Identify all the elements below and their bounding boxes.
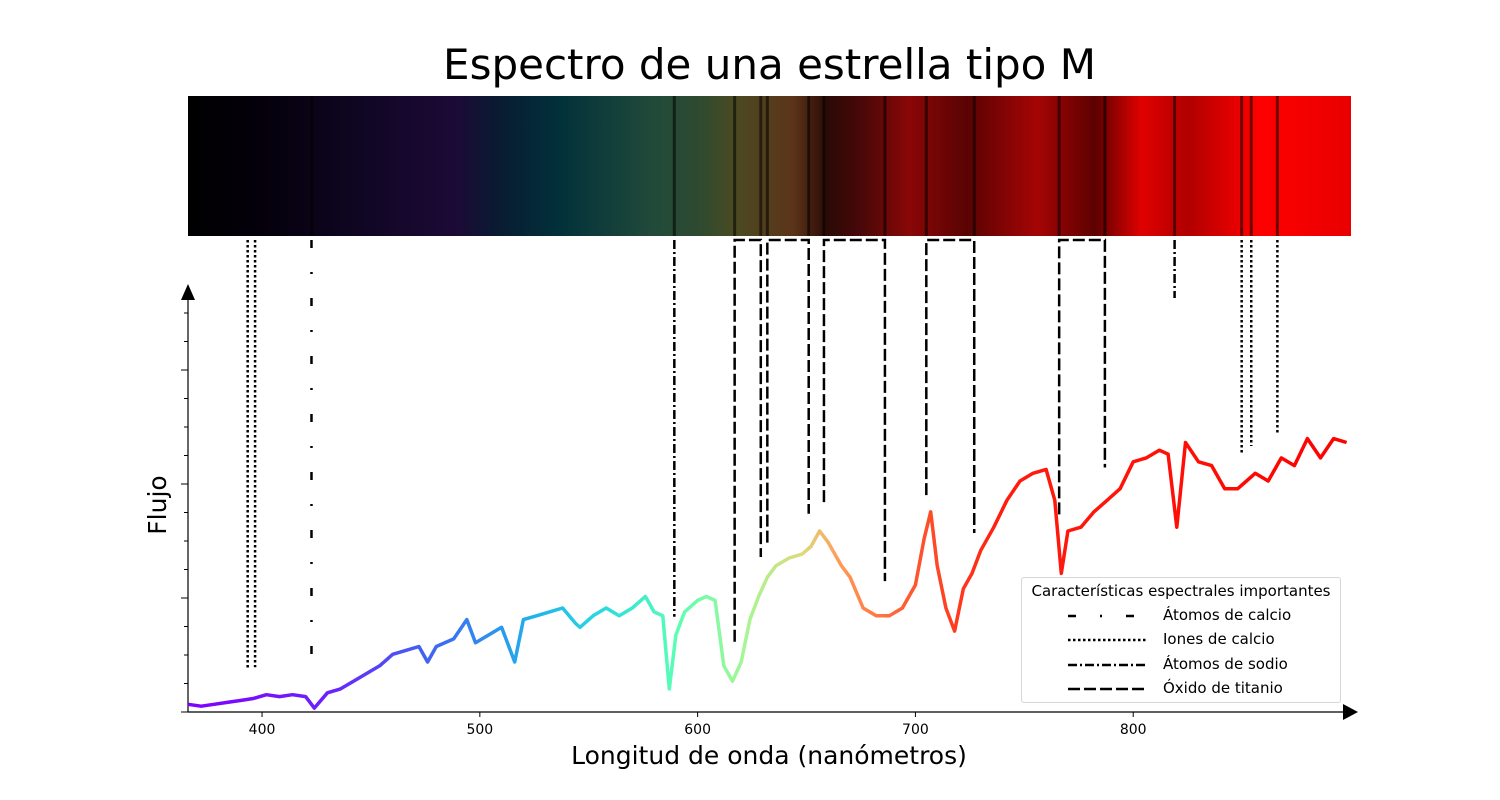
- feature-marker-band: [925, 238, 976, 533]
- strip-absorption-line: [1103, 96, 1107, 236]
- legend-swatch-dash-dot-dash: [1068, 614, 1146, 618]
- x-ticks: 400 500 600 700 800: [249, 712, 1147, 738]
- strip-absorption-line: [972, 96, 976, 236]
- spectrum-strip-background: [188, 96, 1351, 236]
- strip-absorption-line: [309, 96, 313, 236]
- legend-swatch-dash-dot: [1068, 663, 1146, 667]
- feature-marker-band: [1057, 238, 1107, 515]
- axes: [181, 284, 1358, 720]
- x-tick-label: 800: [1120, 722, 1147, 738]
- strip-absorption-line: [1057, 96, 1061, 236]
- legend-label: Átomos de calcio: [1163, 606, 1292, 624]
- x-tick-label: 500: [466, 722, 493, 738]
- strip-absorption-line: [1275, 96, 1279, 236]
- spectrum-strip: [188, 96, 1351, 236]
- chart-title: Espectro de una estrella tipo M: [443, 40, 1096, 89]
- strip-absorption-line: [733, 96, 737, 236]
- feature-marker-band: [733, 238, 763, 642]
- legend-item-calcium-atoms: Átomos de calcio: [1022, 604, 1340, 628]
- x-tick-label: 400: [249, 722, 276, 738]
- y-ticks: [181, 312, 188, 713]
- x-axis-label: Longitud de onda (nanómetros): [571, 741, 967, 770]
- legend-item-titanium-oxide: Óxido de titanio: [1022, 677, 1340, 701]
- legend-label: Iones de calcio: [1163, 630, 1275, 648]
- legend-item-sodium-atoms: Átomos de sodio: [1022, 653, 1340, 677]
- strip-absorption-line: [883, 96, 887, 236]
- strip-absorption-line: [759, 96, 763, 236]
- strip-absorption-line: [765, 96, 769, 236]
- legend-swatch-long-dash: [1068, 687, 1146, 691]
- x-axis-arrow-icon: [1343, 704, 1358, 720]
- strip-absorption-line: [1240, 96, 1244, 236]
- legend: Características espectrales importantes …: [1021, 577, 1341, 703]
- x-tick-label: 600: [684, 722, 711, 738]
- spectrum-series: [187, 436, 1348, 710]
- feature-marker-band: [766, 238, 810, 543]
- feature-marker-band: [822, 238, 887, 582]
- legend-label: Óxido de titanio: [1163, 679, 1283, 697]
- strip-absorption-line: [807, 96, 811, 236]
- legend-label: Átomos de sodio: [1163, 655, 1288, 673]
- strip-absorption-line: [672, 96, 676, 236]
- y-axis-label: Flujo: [143, 475, 172, 534]
- strip-absorption-line: [924, 96, 928, 236]
- legend-title: Características espectrales importantes: [1031, 582, 1331, 600]
- spectrum-line: [187, 436, 1348, 710]
- feature-markers: [246, 238, 1279, 674]
- strip-absorption-line: [1173, 96, 1177, 236]
- x-tick-label: 700: [902, 722, 929, 738]
- legend-swatch-dotted: [1068, 638, 1146, 642]
- strip-absorption-line: [822, 96, 826, 236]
- y-axis-arrow-icon: [181, 284, 195, 300]
- strip-absorption-line: [1249, 96, 1253, 236]
- legend-item-calcium-ions: Iones de calcio: [1022, 628, 1340, 652]
